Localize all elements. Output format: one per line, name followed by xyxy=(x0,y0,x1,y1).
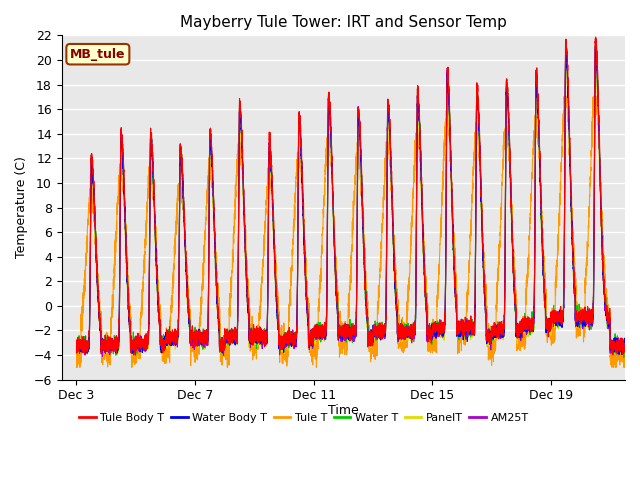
AM25T xyxy=(524,323,531,329)
Water T xyxy=(72,347,80,353)
Tule T xyxy=(621,349,629,355)
AM25T xyxy=(482,308,490,313)
Water Body T xyxy=(524,322,531,327)
Tule T xyxy=(72,364,80,370)
Tule T xyxy=(524,276,531,282)
Water T xyxy=(429,332,437,338)
Tule T xyxy=(172,229,180,235)
Y-axis label: Temperature (C): Temperature (C) xyxy=(15,156,28,258)
AM25T xyxy=(429,330,437,336)
Water Body T xyxy=(429,324,437,330)
Tule T xyxy=(402,343,410,348)
Text: MB_tule: MB_tule xyxy=(70,48,125,60)
Water T xyxy=(524,316,531,322)
Water T xyxy=(482,312,490,318)
Water T xyxy=(282,333,290,338)
PanelT xyxy=(429,331,437,336)
Water T xyxy=(620,355,628,360)
Line: Water T: Water T xyxy=(76,44,625,358)
PanelT xyxy=(524,328,531,334)
Tule Body T xyxy=(72,344,80,350)
PanelT xyxy=(621,346,629,351)
AM25T xyxy=(72,350,80,356)
Tule Body T xyxy=(282,334,290,340)
Tule T xyxy=(429,340,437,346)
Title: Mayberry Tule Tower: IRT and Sensor Temp: Mayberry Tule Tower: IRT and Sensor Temp xyxy=(180,15,507,30)
Tule T xyxy=(282,359,290,365)
Tule T xyxy=(74,364,81,370)
Line: Water Body T: Water Body T xyxy=(76,47,625,355)
Water T xyxy=(621,343,629,349)
Tule Body T xyxy=(429,326,437,332)
PanelT xyxy=(402,334,410,339)
PanelT xyxy=(591,63,599,69)
Line: Tule Body T: Tule Body T xyxy=(76,37,625,355)
Water Body T xyxy=(621,346,629,352)
Tule Body T xyxy=(621,344,629,349)
Tule Body T xyxy=(172,338,180,344)
Water T xyxy=(563,41,570,47)
Legend: Tule Body T, Water Body T, Tule T, Water T, PanelT, AM25T: Tule Body T, Water Body T, Tule T, Water… xyxy=(75,408,533,428)
Water Body T xyxy=(172,335,180,340)
AM25T xyxy=(592,36,600,41)
Tule T xyxy=(482,281,490,287)
PanelT xyxy=(482,315,490,321)
X-axis label: Time: Time xyxy=(328,404,358,417)
Water Body T xyxy=(401,334,409,339)
AM25T xyxy=(282,331,290,337)
PanelT xyxy=(128,353,136,359)
Tule T xyxy=(560,94,568,100)
PanelT xyxy=(72,344,80,350)
AM25T xyxy=(402,334,410,339)
Tule Body T xyxy=(482,308,490,313)
Water Body T xyxy=(482,312,490,317)
Line: PanelT: PanelT xyxy=(76,66,625,356)
AM25T xyxy=(172,334,180,339)
PanelT xyxy=(282,338,290,344)
Water T xyxy=(172,337,180,343)
Water Body T xyxy=(282,341,290,347)
PanelT xyxy=(172,341,180,347)
Tule Body T xyxy=(592,34,600,40)
Line: Tule T: Tule T xyxy=(76,97,625,367)
Water Body T xyxy=(618,352,626,358)
Water Body T xyxy=(72,347,80,353)
Line: AM25T: AM25T xyxy=(76,38,625,356)
Tule Body T xyxy=(524,317,531,323)
Water Body T xyxy=(591,44,599,50)
Water T xyxy=(401,329,409,335)
Tule Body T xyxy=(402,334,410,340)
Tule Body T xyxy=(132,352,140,358)
AM25T xyxy=(99,353,106,359)
AM25T xyxy=(621,338,629,344)
